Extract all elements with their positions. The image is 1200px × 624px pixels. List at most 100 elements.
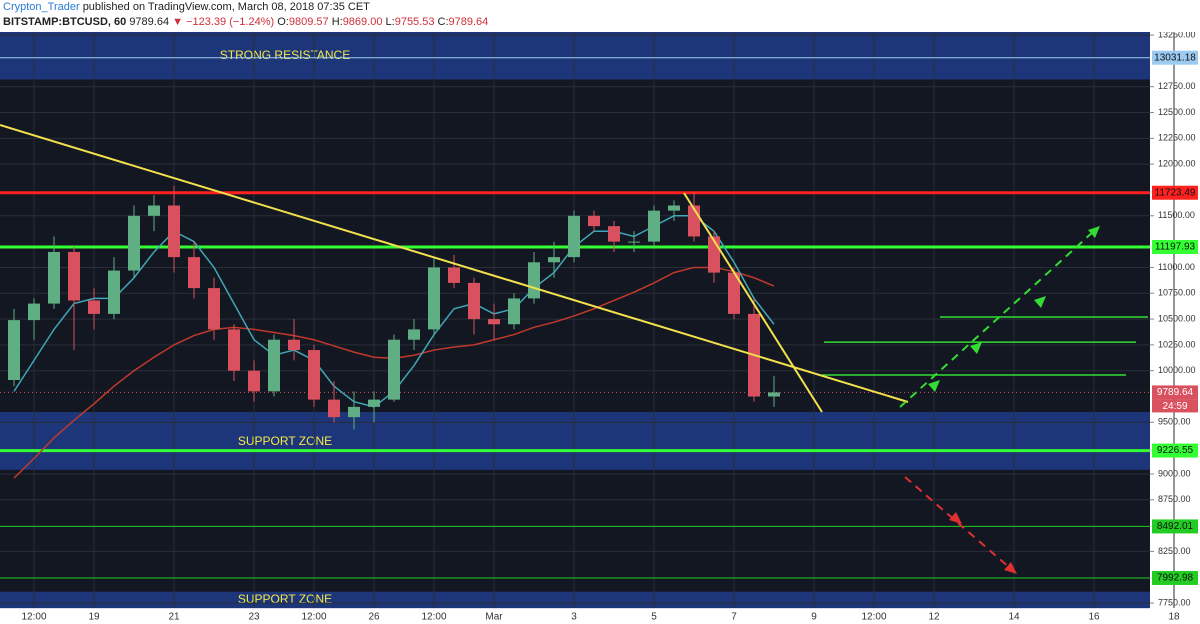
x-tick-label: 12:00 [421,612,446,623]
x-tick-label: 9 [811,612,817,623]
zone-label: STRONG RESISTANCE [220,48,350,62]
candle-body [168,205,180,258]
x-tick-label: 5 [651,612,657,623]
change: ▼ −123.39 (−1.24%) [172,16,275,28]
x-tick-label: 19 [88,612,100,623]
x-tick-label: 12:00 [861,612,886,623]
high-label: H: [331,16,343,28]
level-label-bg [1152,519,1198,534]
trendline [683,192,823,413]
x-tick-label: 16 [1088,612,1100,623]
y-tick-label: 11500.00 [1158,210,1195,220]
x-tick-label: 14 [1008,612,1020,623]
candle-body [668,205,680,211]
candle-body [388,339,400,400]
bull-arrow [899,230,1095,408]
zone-label: SUPPORT ZONE [238,592,332,606]
background [0,32,1200,624]
arrow-head [949,512,962,524]
level-label-bg [1152,570,1198,585]
candle-body [608,226,620,242]
header: Crypton_Trader published on TradingView.… [0,0,1200,32]
level-label-bg [1152,240,1198,255]
candle-body [8,320,20,380]
y-tick-label: 12500.00 [1158,107,1196,117]
candle-body [368,399,380,407]
arrow-head [1034,296,1046,308]
level-label: 11723.49 [1155,187,1196,198]
candle-body [28,303,40,321]
arrow-head [1088,226,1100,238]
candle-body [268,339,280,392]
candle-body [308,350,320,400]
candle-body [248,370,260,392]
change-value: −123.39 (−1.24%) [186,16,275,28]
close-label: C: [437,16,449,28]
candle-body [468,282,480,320]
y-tick-label: 13250.00 [1158,32,1196,39]
y-tick-label: 10250.00 [1158,339,1196,349]
level-label-bg [1152,443,1198,458]
candle-body [728,272,740,314]
symbol: BITSTAMP:BTCUSD, 60 [3,16,127,28]
x-tick-label: 26 [368,612,380,623]
y-tick-label: 12750.00 [1158,81,1196,91]
candle-body [648,210,660,242]
price-label-bg [1152,385,1198,400]
candle-body [48,251,60,304]
candle-body [188,257,200,289]
level-label: 13031.18 [1154,52,1196,63]
y-tick-label: 8250.00 [1158,546,1191,556]
candle-body [148,205,160,216]
x-tick-label: 7 [731,612,737,623]
price-axis [1150,32,1200,624]
candle-body [88,300,100,314]
zone [0,32,1150,80]
x-tick-label: 12:00 [21,612,46,623]
y-tick-label: 9000.00 [1158,468,1191,478]
arrow-head [1004,562,1017,574]
candle-body [208,288,220,330]
level-label-bg [1152,50,1198,65]
y-tick-label: 7750.00 [1158,597,1191,607]
level-label: 8492.01 [1157,521,1194,532]
candle-body [68,251,80,301]
chart: STRONG RESISTANCE SUPPORT ZONE SUPPORT ZON… [0,32,1200,624]
y-tick-label: 10750.00 [1158,288,1196,298]
candle-body [508,298,520,325]
candle-body [768,392,780,397]
y-tick-label: 12000.00 [1158,159,1196,169]
candle-body [228,329,240,371]
candle-body [328,399,340,418]
bear-arrow [904,476,1011,569]
candle-body [568,215,580,258]
x-tick-label: 18 [1168,612,1180,623]
x-tick-label: 21 [168,612,180,623]
y-tick-label: 10500.00 [1158,313,1196,323]
x-tick-label: 3 [571,612,577,623]
author[interactable]: Crypton_Trader [3,1,80,13]
y-tick-label: 11000.00 [1158,262,1195,272]
candle-body [288,339,300,351]
level-label: 7992.98 [1157,573,1194,584]
time-axis [0,608,1150,624]
candle-body [408,329,420,340]
low-label: L: [385,16,395,28]
candle-body [128,215,140,271]
x-tick-label: 23 [248,612,260,623]
open: 9809.57 [288,16,329,28]
level-label-bg [1152,185,1198,200]
publish-line: Crypton_Trader published on TradingView.… [3,0,1200,15]
candle-body [428,267,440,330]
drawings [0,124,1100,574]
candle-body [528,262,540,299]
candle-body [448,267,460,283]
x-tick-label: Mar [485,612,503,623]
arrow-head [970,342,982,354]
zone [0,412,1150,470]
candle-body [488,319,500,325]
open-label: O: [277,16,289,28]
last: 9789.64 [129,16,170,28]
level-label: 9226.55 [1157,445,1194,456]
